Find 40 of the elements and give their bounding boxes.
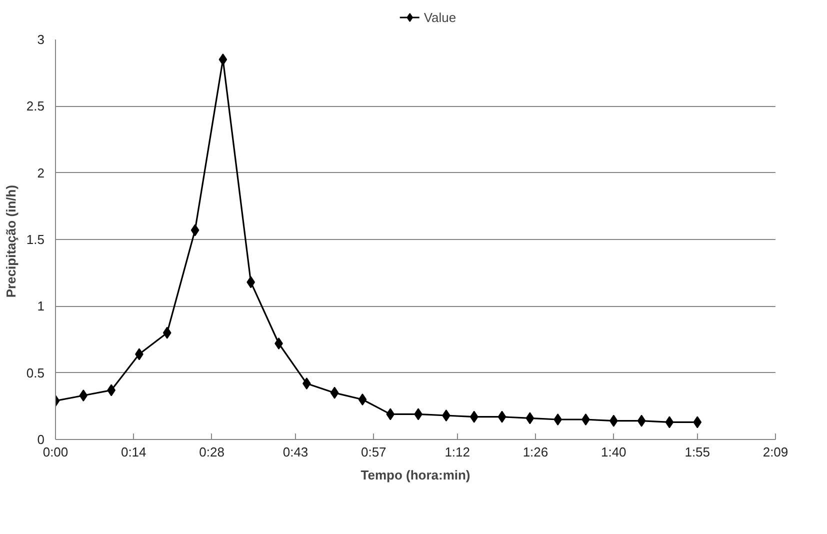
point — [470, 410, 478, 423]
point — [246, 276, 256, 288]
y-tick-label: 0 — [37, 432, 45, 447]
x-tick-label: 1:26 — [522, 444, 548, 460]
point — [609, 414, 618, 427]
y-tick-label: 2.5 — [26, 98, 45, 114]
point — [79, 390, 88, 402]
point — [218, 54, 228, 66]
point — [162, 326, 172, 339]
point — [693, 416, 702, 428]
legend-label: Value — [424, 10, 456, 24]
point — [665, 416, 674, 428]
x-tick-label: 0:43 — [282, 444, 308, 460]
point — [582, 414, 590, 426]
y-tick-label: 1 — [37, 298, 45, 314]
y-tick-label: 3 — [37, 32, 45, 47]
y-tick-label: 1.5 — [26, 232, 45, 247]
point — [358, 394, 367, 406]
point — [274, 338, 283, 350]
point — [442, 410, 450, 422]
point — [498, 410, 506, 423]
x-tick-label: 1:55 — [684, 444, 710, 460]
x-tick-label: 0:14 — [120, 444, 146, 460]
x-tick-label: 0:28 — [199, 444, 224, 460]
y-tick-label: 0.5 — [26, 365, 45, 380]
x-tick-label: 2:09 — [762, 444, 788, 460]
point — [190, 224, 200, 236]
x-tick-label: 1:40 — [601, 444, 626, 460]
point — [637, 414, 646, 427]
x-tick-label: 1:12 — [444, 444, 470, 460]
y-tick-label: 2 — [37, 165, 45, 180]
point — [526, 412, 534, 424]
point — [302, 378, 311, 390]
x-tick-label: 0:00 — [42, 444, 68, 460]
x-tick-label: 0:57 — [360, 444, 386, 460]
y-axis-title: Precipitação (in/h) — [3, 184, 18, 298]
point — [386, 408, 395, 420]
x-axis-title: Tempo (hora:min) — [360, 468, 470, 482]
point — [554, 414, 562, 426]
point — [330, 386, 339, 399]
